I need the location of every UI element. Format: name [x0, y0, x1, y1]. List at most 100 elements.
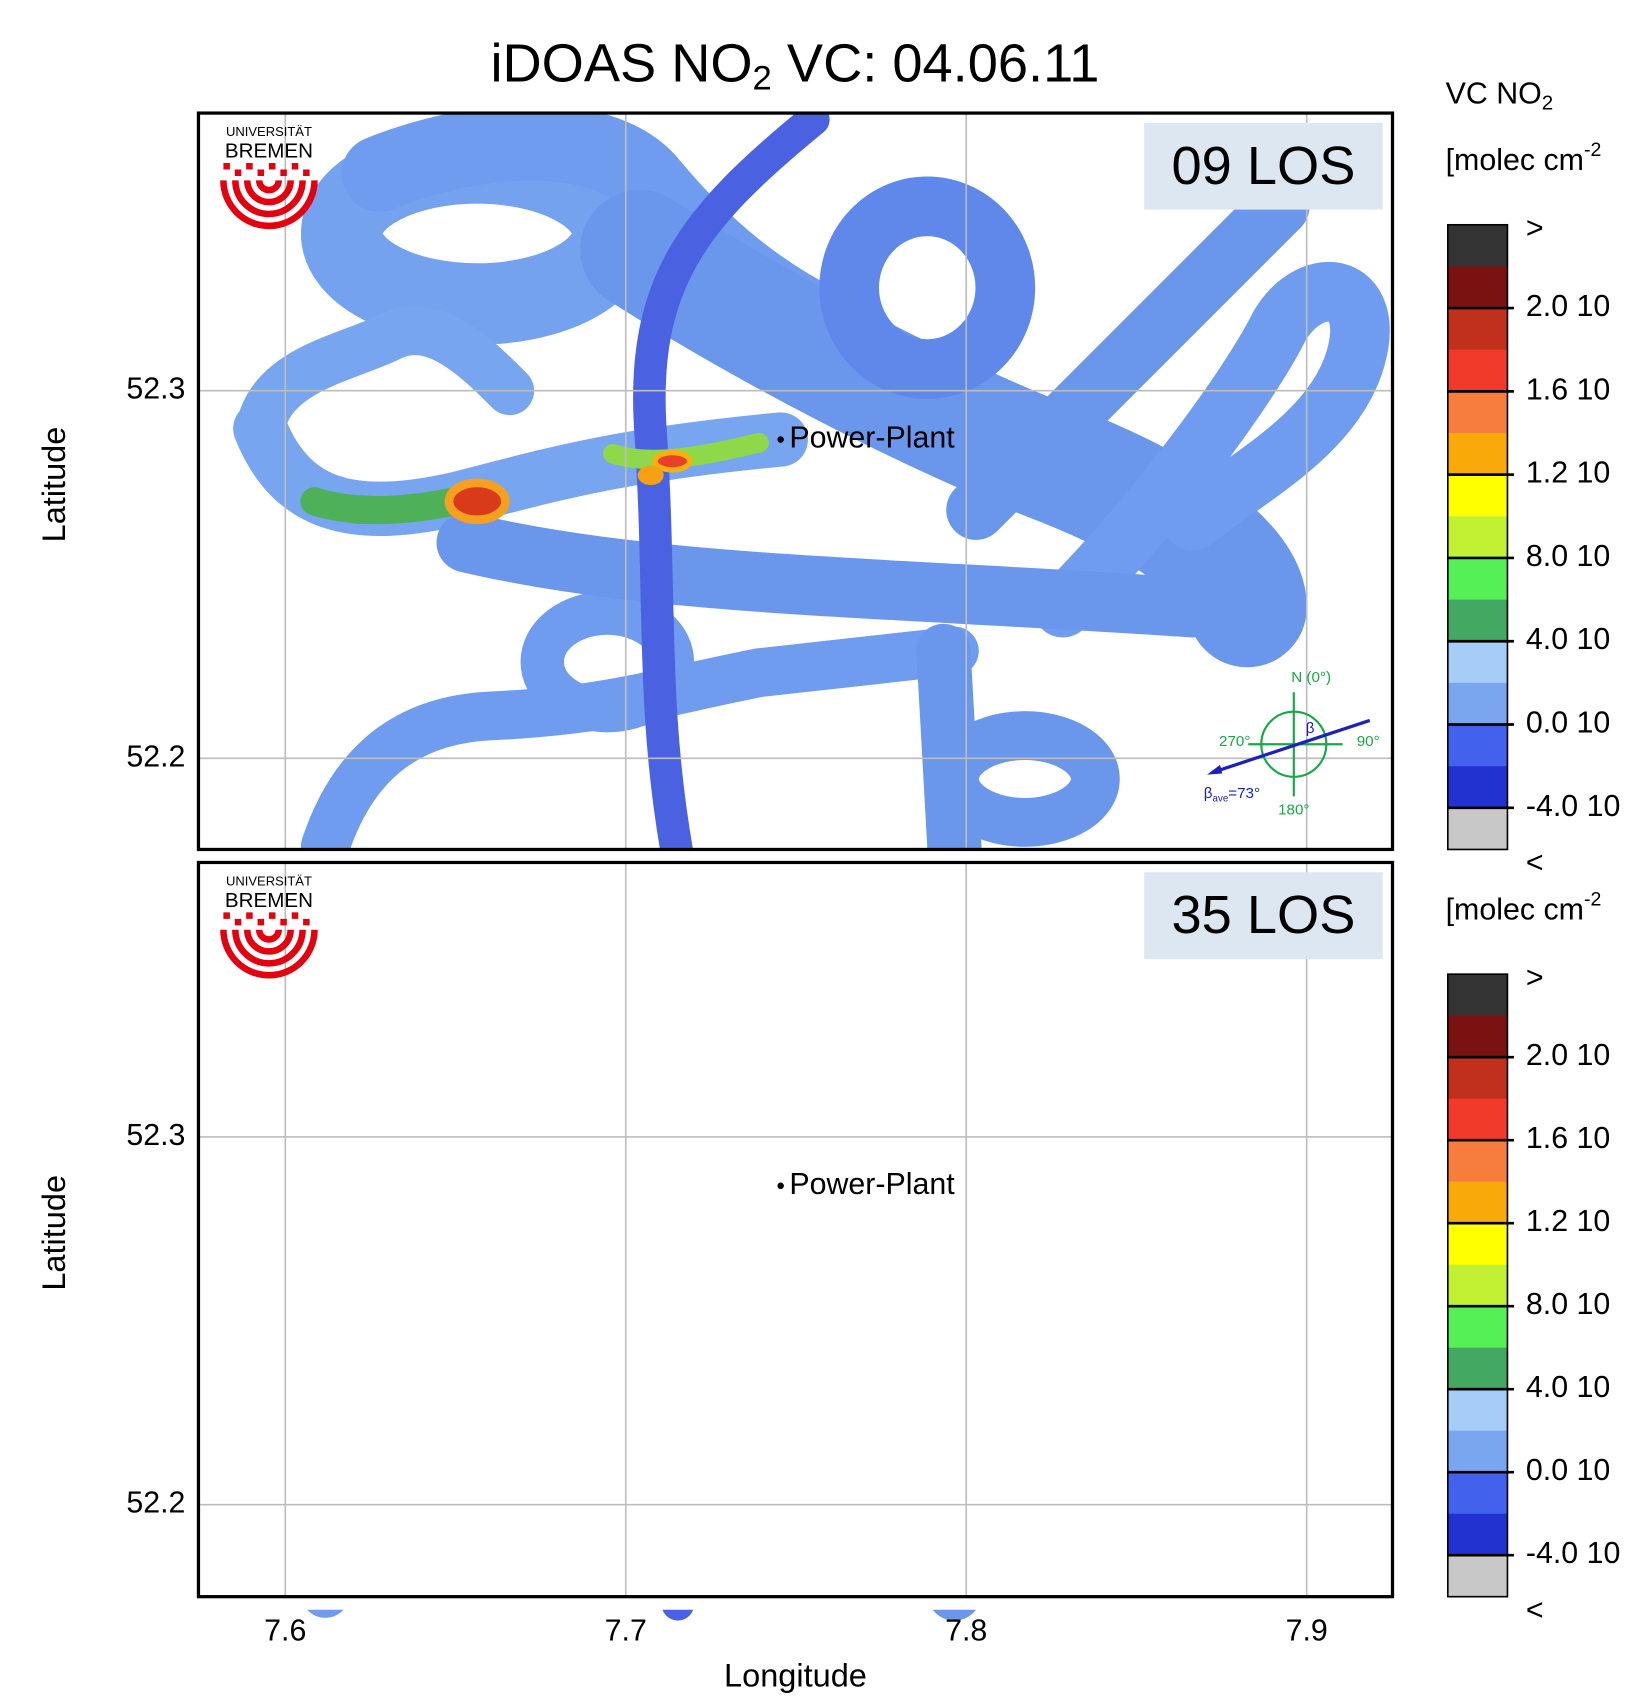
logo-check: [268, 912, 276, 919]
colorbar-segment: [1447, 1389, 1508, 1432]
colorbar-segment: [1447, 557, 1508, 601]
los-label: 35 LOS: [1172, 885, 1356, 945]
compass-south: 180°: [1278, 801, 1309, 818]
colorbar-segment: [1447, 433, 1508, 476]
compass-average: βave=73°: [1204, 785, 1260, 804]
colorbar-segment: [1447, 224, 1508, 267]
colorbar-label: 2.0 10: [1526, 1039, 1610, 1072]
flight-tracks: [260, 867, 1360, 1604]
logo-arc: [220, 180, 318, 230]
average-value: =73°: [1228, 785, 1260, 802]
average-symbol: β: [1204, 785, 1213, 802]
logo-text-small: UNIVERSITÄT: [226, 124, 312, 139]
colorbar-segment: [1447, 1555, 1508, 1598]
colorbar-label: 1.2 10: [1526, 1205, 1610, 1238]
colorbar-unit: [molec cm-2: [1446, 889, 1602, 927]
figure-title: iDOAS NO2 VC: 04.06.11: [490, 34, 1099, 98]
colorbar-segment: [1447, 1306, 1508, 1349]
colorbar-segment: [1447, 516, 1508, 559]
logo-check: [280, 918, 287, 926]
colorbar-title-sub: 2: [1542, 92, 1553, 115]
colorbar-unit-main: [molec cm: [1446, 893, 1584, 926]
los-label-box: [1144, 122, 1383, 210]
plot-frame: [196, 860, 1395, 1599]
y-axis-label: Latitude: [36, 427, 72, 543]
logo-text: BREMEN: [225, 889, 313, 912]
colorbar-label: 4.0 10: [1526, 1371, 1610, 1404]
annotation-point: [777, 1182, 784, 1190]
annotation-label: Power-Plant: [789, 422, 955, 455]
colorbar-segment: [1447, 682, 1508, 726]
colorbar-unit-sup: -2: [1584, 139, 1601, 161]
compass-north: N (0°): [1291, 669, 1331, 686]
colorbar-segment: [1447, 1472, 1508, 1515]
colorbar-segment: [1447, 1347, 1508, 1390]
title-subscript: 2: [753, 60, 772, 98]
logo-check: [303, 169, 310, 176]
y-tick-label: 52.3: [126, 373, 185, 406]
logo-text-small: UNIVERSITÄT: [226, 873, 312, 888]
x-tick-label: 7.8: [945, 1614, 987, 1647]
compass-beta: β: [1306, 720, 1315, 737]
x-axis-label: Longitude: [724, 1658, 867, 1694]
colorbar-segment: [1447, 308, 1508, 351]
colorbar-frame: [1446, 223, 1509, 851]
colorbar-segment: [1447, 641, 1508, 684]
los-label-box: [1144, 872, 1383, 959]
colorbar-label: 4.0 10: [1526, 623, 1610, 656]
colorbar-segment: [1447, 1057, 1508, 1100]
logo-arc: [244, 180, 294, 206]
colorbar-segment: [1447, 807, 1508, 850]
logo-arc: [255, 929, 282, 943]
colorbar-title-main: VC NO: [1446, 78, 1542, 111]
colorbar-unit-sup: -2: [1584, 889, 1601, 911]
colorbar-segment: [1447, 349, 1508, 392]
colorbar-label: >: [1526, 962, 1544, 995]
title-rest: VC: 04.06.11: [772, 34, 1100, 94]
map-panel: 7.6 7.7 7.8 7.9 52.2 52.3 Longitude Latitude 35 …: [36, 860, 1621, 1694]
colorbar-label: 1.6 10: [1526, 1122, 1610, 1155]
colorbar-segment: [1447, 1098, 1508, 1141]
logo-check: [246, 162, 253, 170]
logo-arc: [232, 929, 306, 967]
colorbar-segment: [1447, 1264, 1508, 1307]
colorbar-frame: [1446, 973, 1509, 1598]
colorbar-segment: [1447, 1430, 1508, 1473]
colorbar-segment: [1447, 474, 1508, 517]
logo-check: [257, 169, 265, 176]
logo-check: [280, 169, 287, 176]
compass-direction: [1211, 718, 1371, 775]
colorbar-title: VC NO2: [1446, 78, 1554, 115]
logo-check: [291, 912, 299, 919]
colorbar-segment: [1447, 1140, 1508, 1183]
logo-arc: [220, 929, 318, 979]
colorbar-segment: [1447, 1513, 1508, 1556]
colorbar-label: 1.2 10: [1526, 457, 1610, 490]
x-tick-label: 7.7: [605, 1614, 647, 1647]
colorbar-segment: [1447, 974, 1508, 1017]
y-tick-label: 52.3: [126, 1119, 185, 1152]
colorbar-segment: [1447, 1223, 1508, 1266]
compass-west: 270°: [1219, 733, 1250, 750]
logo-check: [268, 162, 276, 170]
x-tick-label: 7.9: [1286, 1614, 1328, 1647]
compass-east: 90°: [1357, 733, 1380, 750]
colorbar-label: <: [1526, 1594, 1544, 1627]
colorbar-unit: [molec cm-2: [1446, 139, 1602, 177]
logo-check: [234, 918, 242, 926]
los-label: 09 LOS: [1172, 136, 1356, 196]
colorbar-label: -4.0 10: [1526, 790, 1621, 823]
logo-text: BREMEN: [225, 140, 313, 163]
colorbar-label: -4.0 10: [1526, 1537, 1621, 1570]
logo-check: [234, 169, 242, 176]
logo-arc: [255, 179, 282, 194]
y-axis-label: Latitude: [36, 1175, 72, 1291]
colorbar-label: >: [1526, 212, 1544, 245]
logo-arc: [232, 180, 306, 218]
colorbar-segment: [1447, 1181, 1508, 1224]
colorbar-segment: [1447, 724, 1508, 767]
colorbar-unit-main: [molec cm: [1446, 144, 1584, 177]
